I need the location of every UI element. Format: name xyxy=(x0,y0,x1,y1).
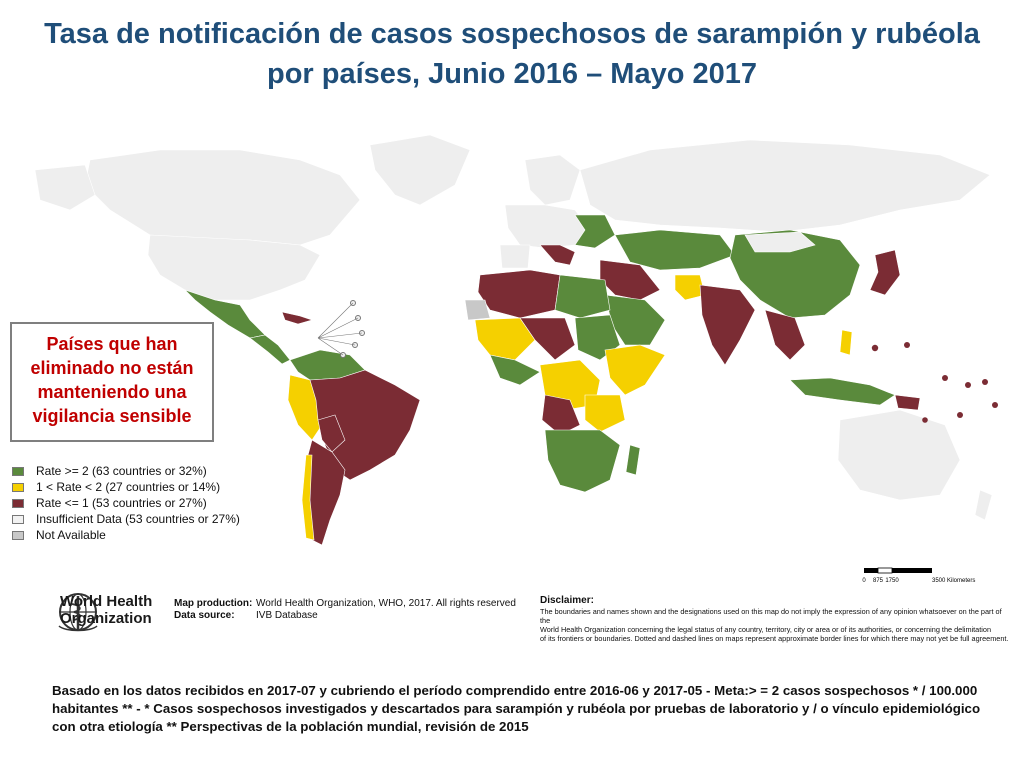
region-west-africa-coast xyxy=(489,354,541,386)
region-central-america xyxy=(249,334,291,365)
legend-label: 1 < Rate < 2 (27 countries or 14%) xyxy=(36,480,221,494)
legend-item-insufficient: Insufficient Data (53 countries or 27%) xyxy=(12,511,240,527)
who-line-1: World Health xyxy=(60,593,153,610)
scale-tick: 1750 xyxy=(885,578,899,584)
island-dot xyxy=(992,402,998,408)
credit-production: Map production: World Health Organizatio… xyxy=(174,598,516,610)
region-usa xyxy=(147,234,321,301)
callout-line-2: eliminado no están xyxy=(30,358,194,378)
credit-label: Map production: xyxy=(174,598,253,609)
region-eastern-europe xyxy=(574,214,616,249)
who-emblem-icon xyxy=(58,593,98,632)
scale-tick: 3500 Kilometers xyxy=(932,578,975,584)
legend-item-low: Rate <= 1 (53 countries or 27%) xyxy=(12,495,240,511)
region-italy-balkans xyxy=(539,244,576,266)
island-dot xyxy=(982,379,988,385)
legend-label: Not Available xyxy=(36,528,106,542)
map-credits: Map production: World Health Organizatio… xyxy=(174,598,516,622)
footnote: Basado en los datos recibidos en 2017-07… xyxy=(52,683,981,734)
callout-line-3: manteniendo una xyxy=(37,382,187,402)
world-map xyxy=(34,134,998,546)
island-dot xyxy=(942,375,948,381)
region-japan xyxy=(869,249,901,296)
region-greenland xyxy=(369,134,471,206)
disclaimer-line: The boundaries and names shown and the d… xyxy=(540,607,1002,625)
legend-swatch xyxy=(12,514,24,524)
island-dot xyxy=(904,342,910,348)
disclaimer-line: of its frontiers or boundaries. Dotted a… xyxy=(540,634,1009,643)
region-north-africa-west xyxy=(477,269,561,319)
legend-swatch xyxy=(12,530,24,540)
region-western-sahara xyxy=(464,299,491,321)
region-madagascar xyxy=(625,444,641,476)
region-egypt-libya xyxy=(554,274,611,319)
elimination-callout: Países que han eliminado no están manten… xyxy=(10,322,214,442)
region-afghanistan xyxy=(674,274,706,301)
legend-item-na: Not Available xyxy=(12,527,240,543)
region-papua xyxy=(894,394,921,411)
callout-line-4: vigilancia sensible xyxy=(32,406,192,426)
callout-line-1: Países que han xyxy=(46,334,178,354)
map-legend: Rate >= 2 (63 countries or 32%) 1 < Rate… xyxy=(12,463,240,543)
region-sahel-central xyxy=(519,317,576,361)
region-east-africa xyxy=(584,394,626,433)
island-dot xyxy=(965,382,971,388)
who-wordmark: World Health Organization xyxy=(60,593,152,627)
legend-label: Rate >= 2 (63 countries or 32%) xyxy=(36,464,207,478)
page-title: Tasa de notificación de casos sospechoso… xyxy=(20,14,1004,94)
scale-bar: 0 875 1750 3500 Kilometers xyxy=(862,567,975,584)
region-southeast-asia xyxy=(764,309,806,361)
region-iberia xyxy=(499,244,531,269)
region-scandinavia xyxy=(524,154,581,206)
legend-item-high: Rate >= 2 (63 countries or 32%) xyxy=(12,463,240,479)
legend-swatch xyxy=(12,482,24,492)
legend-swatch xyxy=(12,498,24,508)
scale-tick: 875 xyxy=(873,578,884,584)
region-australia xyxy=(837,409,961,501)
region-new-zealand xyxy=(974,489,993,521)
region-chile-coast xyxy=(301,454,315,541)
region-alaska xyxy=(34,164,96,211)
island-dot xyxy=(957,412,963,418)
credit-value: World Health Organization, WHO, 2017. Al… xyxy=(256,598,516,609)
disclaimer-title: Disclaimer: xyxy=(540,595,594,606)
credit-source: Data source: IVB Database xyxy=(174,610,516,622)
legend-swatch xyxy=(12,466,24,476)
region-horn-of-africa xyxy=(604,344,666,396)
legend-label: Insufficient Data (53 countries or 27%) xyxy=(36,512,240,526)
region-indonesia xyxy=(789,377,896,406)
island-leader-lines xyxy=(317,302,363,356)
disclaimer-line: World Health Organization concerning the… xyxy=(540,625,992,634)
region-central-asia xyxy=(614,229,736,271)
credit-label: Data source: xyxy=(174,610,235,621)
region-canada xyxy=(84,149,361,246)
region-caribbean xyxy=(281,311,314,325)
title-line-2: por países, Junio 2016 – Mayo 2017 xyxy=(266,58,757,90)
island-dot xyxy=(922,417,928,423)
title-line-1: Tasa de notificación de casos sospechoso… xyxy=(44,18,980,50)
legend-item-mid: 1 < Rate < 2 (27 countries or 14%) xyxy=(12,479,240,495)
region-southern-africa xyxy=(544,429,621,493)
disclaimer: Disclaimer: The boundaries and names sho… xyxy=(540,595,1010,643)
island-dot xyxy=(871,344,879,352)
credit-value: IVB Database xyxy=(256,610,318,621)
region-bolivia xyxy=(317,414,346,453)
who-line-2: Organization xyxy=(60,610,152,627)
region-india xyxy=(699,284,756,366)
legend-label: Rate <= 1 (53 countries or 27%) xyxy=(36,496,207,510)
scale-tick: 0 xyxy=(862,578,866,584)
region-russia xyxy=(579,139,991,233)
region-philippines xyxy=(839,329,853,356)
region-mongolia xyxy=(744,231,816,253)
